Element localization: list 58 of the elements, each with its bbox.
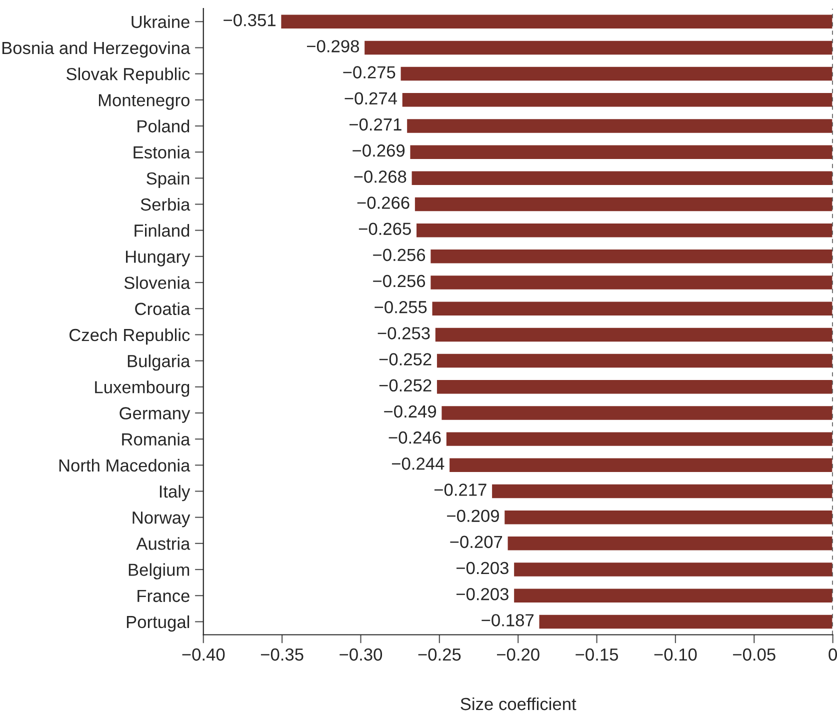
y-tick-label: Czech Republic <box>69 328 190 345</box>
y-tick-label: Spain <box>146 172 190 188</box>
data-label: −0.275 <box>343 66 396 78</box>
data-label: −0.252 <box>379 379 432 392</box>
data-label: −0.256 <box>373 248 426 262</box>
x-tick-label: −0.30 <box>340 648 382 661</box>
y-tick-label: Poland <box>138 120 190 132</box>
y-tick-label: Serbia <box>140 198 190 211</box>
y-tick-label: Estonia <box>134 146 190 159</box>
data-label: −0.268 <box>354 170 406 183</box>
y-tick-label: Italy <box>160 484 190 502</box>
data-label: −0.246 <box>388 431 441 444</box>
x-tick-label: −0.15 <box>576 648 618 661</box>
y-tick-label: France <box>138 590 190 602</box>
y-tick-label: North Macedonia <box>59 458 190 472</box>
data-label: −0.298 <box>307 40 359 52</box>
y-tick-label: Belgium <box>128 563 190 580</box>
y-tick-label: Romania <box>122 432 190 446</box>
x-tick-label: −0.20 <box>496 648 540 661</box>
y-tick-label: Slovenia <box>124 276 190 289</box>
data-label: −0.266 <box>357 196 410 209</box>
y-tick-label: Montenegro <box>98 94 190 110</box>
y-tick-label: Norway <box>132 512 190 528</box>
data-label: −0.256 <box>373 274 426 288</box>
data-label: −0.265 <box>358 222 411 235</box>
y-tick-label: Portugal <box>126 615 190 632</box>
data-label: −0.217 <box>434 484 486 496</box>
y-tick-label: Austria <box>136 537 190 550</box>
y-tick-label: Hungary <box>126 250 190 266</box>
data-label: −0.271 <box>349 118 402 131</box>
x-tick-label: 0 <box>828 648 837 661</box>
y-tick-label: Bulgaria <box>128 354 190 371</box>
x-tick-label: −0.10 <box>654 648 697 661</box>
y-tick-label: Germany <box>120 407 190 423</box>
data-label: −0.187 <box>482 614 534 626</box>
data-label: −0.252 <box>379 353 432 366</box>
y-tick-label: Ukraine <box>132 15 190 28</box>
data-label: −0.244 <box>392 458 444 470</box>
y-tick-label: Croatia <box>135 302 190 316</box>
data-label: −0.253 <box>378 327 430 340</box>
x-tick-label: −0.05 <box>733 648 776 661</box>
data-label: −0.203 <box>456 562 508 574</box>
y-tick-label: Luxembourg <box>95 380 190 397</box>
data-label: −0.255 <box>374 300 427 314</box>
y-tick-label: Finland <box>134 224 190 237</box>
x-axis-title: Size coefficient <box>460 697 576 710</box>
x-tick-label: −0.25 <box>418 648 461 661</box>
data-label: −0.209 <box>447 510 499 522</box>
x-tick-label: −0.40 <box>182 648 225 661</box>
data-label: −0.207 <box>450 536 502 548</box>
data-label: −0.249 <box>384 405 436 418</box>
data-label: −0.274 <box>344 92 397 105</box>
data-label: −0.203 <box>456 588 508 600</box>
y-tick-label: Bosnia and Herzegovina <box>2 41 190 58</box>
data-label: −0.351 <box>224 14 276 26</box>
x-tick-label: −0.35 <box>260 648 304 661</box>
y-tick-label: Slovak Republic <box>66 68 190 84</box>
data-label: −0.269 <box>352 144 405 157</box>
